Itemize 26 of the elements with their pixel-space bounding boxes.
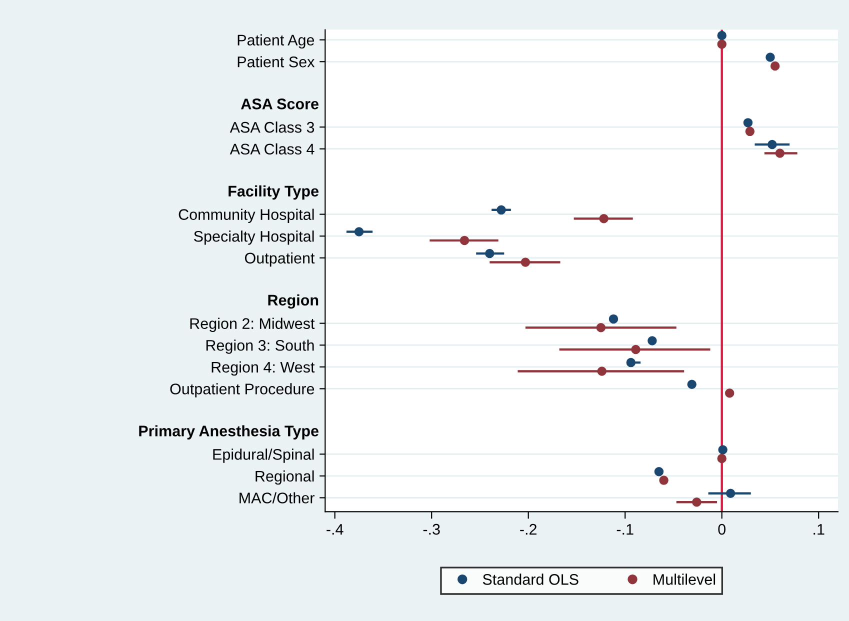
x-tick-label: .1 bbox=[814, 524, 824, 535]
y-tick-label: Region 2: Midwest bbox=[190, 318, 315, 332]
y-tick-label: Regional bbox=[256, 470, 314, 485]
x-tick-label: -.2 bbox=[520, 524, 536, 535]
y-tick-label: ASA Class 4 bbox=[230, 143, 314, 155]
x-tick-label: 0 bbox=[718, 524, 726, 535]
y-tick-label: Primary Anesthesia Type bbox=[139, 425, 318, 440]
y-tick-label: Community Hospital bbox=[178, 208, 314, 223]
y-tick-label: Facility Type bbox=[228, 185, 318, 200]
y-tick-label: Outpatient Procedure bbox=[170, 383, 314, 398]
y-tick-label: ASA Score bbox=[241, 98, 318, 110]
y-tick-label: Region 3: South bbox=[206, 340, 314, 354]
legend-label: Standard OLS bbox=[482, 574, 578, 585]
x-tick-label: -.4 bbox=[326, 524, 344, 535]
legend-label: Multilevel bbox=[654, 574, 716, 585]
y-tick-label: Patient Age bbox=[238, 34, 314, 49]
x-tick-label: -.1 bbox=[616, 524, 634, 535]
y-tick-label: Region 4: West bbox=[212, 361, 315, 376]
y-tick-label: MAC/Other bbox=[240, 492, 314, 504]
y-tick-label: Patient Sex bbox=[238, 56, 315, 68]
y-tick-label: Outpatient bbox=[244, 252, 315, 267]
y-tick-label: Specialty Hospital bbox=[194, 230, 314, 245]
y-tick-label: ASA Class 3 bbox=[230, 122, 314, 133]
x-tick-label: -.3 bbox=[423, 524, 440, 535]
y-tick-label: Epidural/Spinal bbox=[213, 448, 314, 463]
y-tick-label: Region bbox=[268, 294, 318, 309]
